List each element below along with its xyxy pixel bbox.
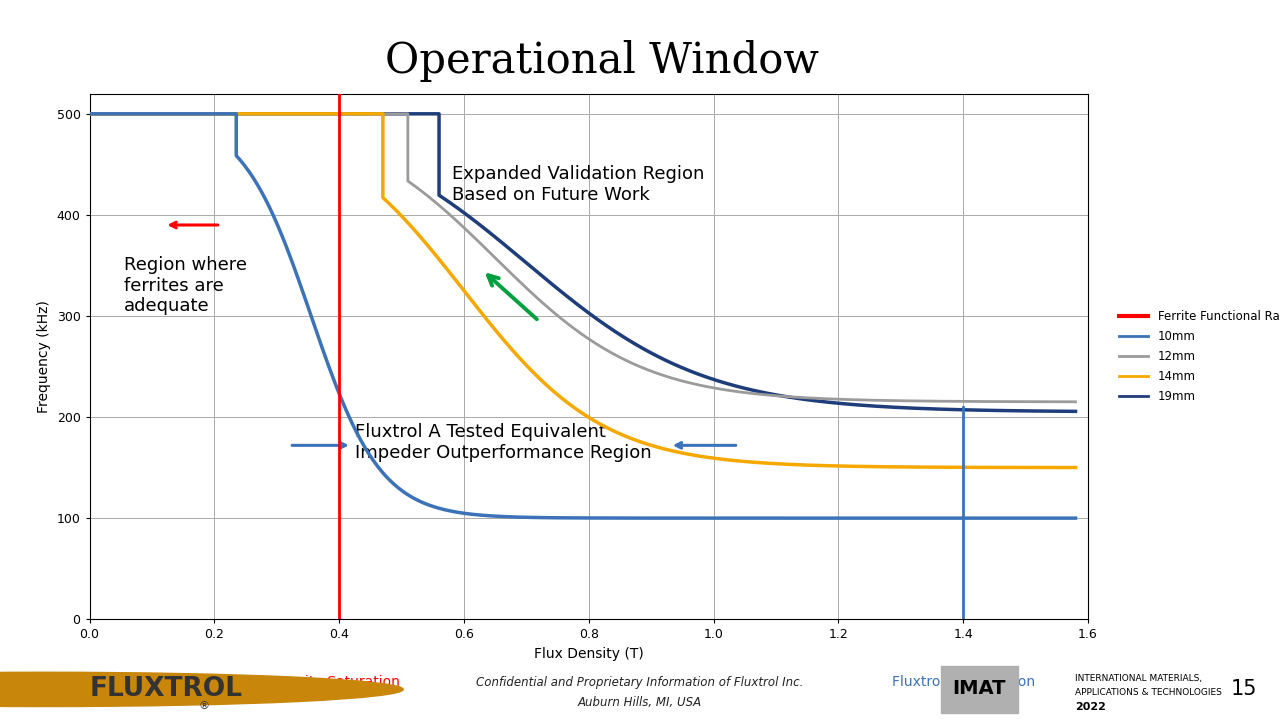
Text: FLUXTROL: FLUXTROL xyxy=(90,676,243,703)
Text: Ferrite Saturation: Ferrite Saturation xyxy=(278,675,401,689)
Text: Fluxtrol A Tested Equivalent
Impeder Outperformance Region: Fluxtrol A Tested Equivalent Impeder Out… xyxy=(355,423,652,462)
Text: 15: 15 xyxy=(1230,680,1257,699)
Circle shape xyxy=(0,672,403,706)
X-axis label: Flux Density (T): Flux Density (T) xyxy=(534,647,644,661)
Text: IMAT: IMAT xyxy=(952,679,1006,698)
Text: ⊕: ⊕ xyxy=(33,675,59,704)
Text: APPLICATIONS & TECHNOLOGIES: APPLICATIONS & TECHNOLOGIES xyxy=(1075,688,1222,697)
Text: Confidential and Proprietary Information of Fluxtrol Inc.: Confidential and Proprietary Information… xyxy=(476,675,804,688)
Text: INTERNATIONAL MATERIALS,: INTERNATIONAL MATERIALS, xyxy=(1075,674,1202,683)
Legend: Ferrite Functional Range, 10mm, 12mm, 14mm, 19mm: Ferrite Functional Range, 10mm, 12mm, 14… xyxy=(1114,305,1280,408)
Text: ®: ® xyxy=(198,701,210,711)
Text: Operational Window: Operational Window xyxy=(385,40,818,81)
Text: Region where
ferrites are
adequate: Region where ferrites are adequate xyxy=(124,256,247,315)
Text: 2022: 2022 xyxy=(1075,701,1106,711)
Y-axis label: Frequency (kHz): Frequency (kHz) xyxy=(37,300,51,413)
Text: Expanded Validation Region
Based on Future Work: Expanded Validation Region Based on Futu… xyxy=(452,165,704,204)
Text: Auburn Hills, MI, USA: Auburn Hills, MI, USA xyxy=(579,696,701,709)
FancyBboxPatch shape xyxy=(941,666,1018,713)
Text: Fluxtrol A Saturation: Fluxtrol A Saturation xyxy=(892,675,1034,689)
